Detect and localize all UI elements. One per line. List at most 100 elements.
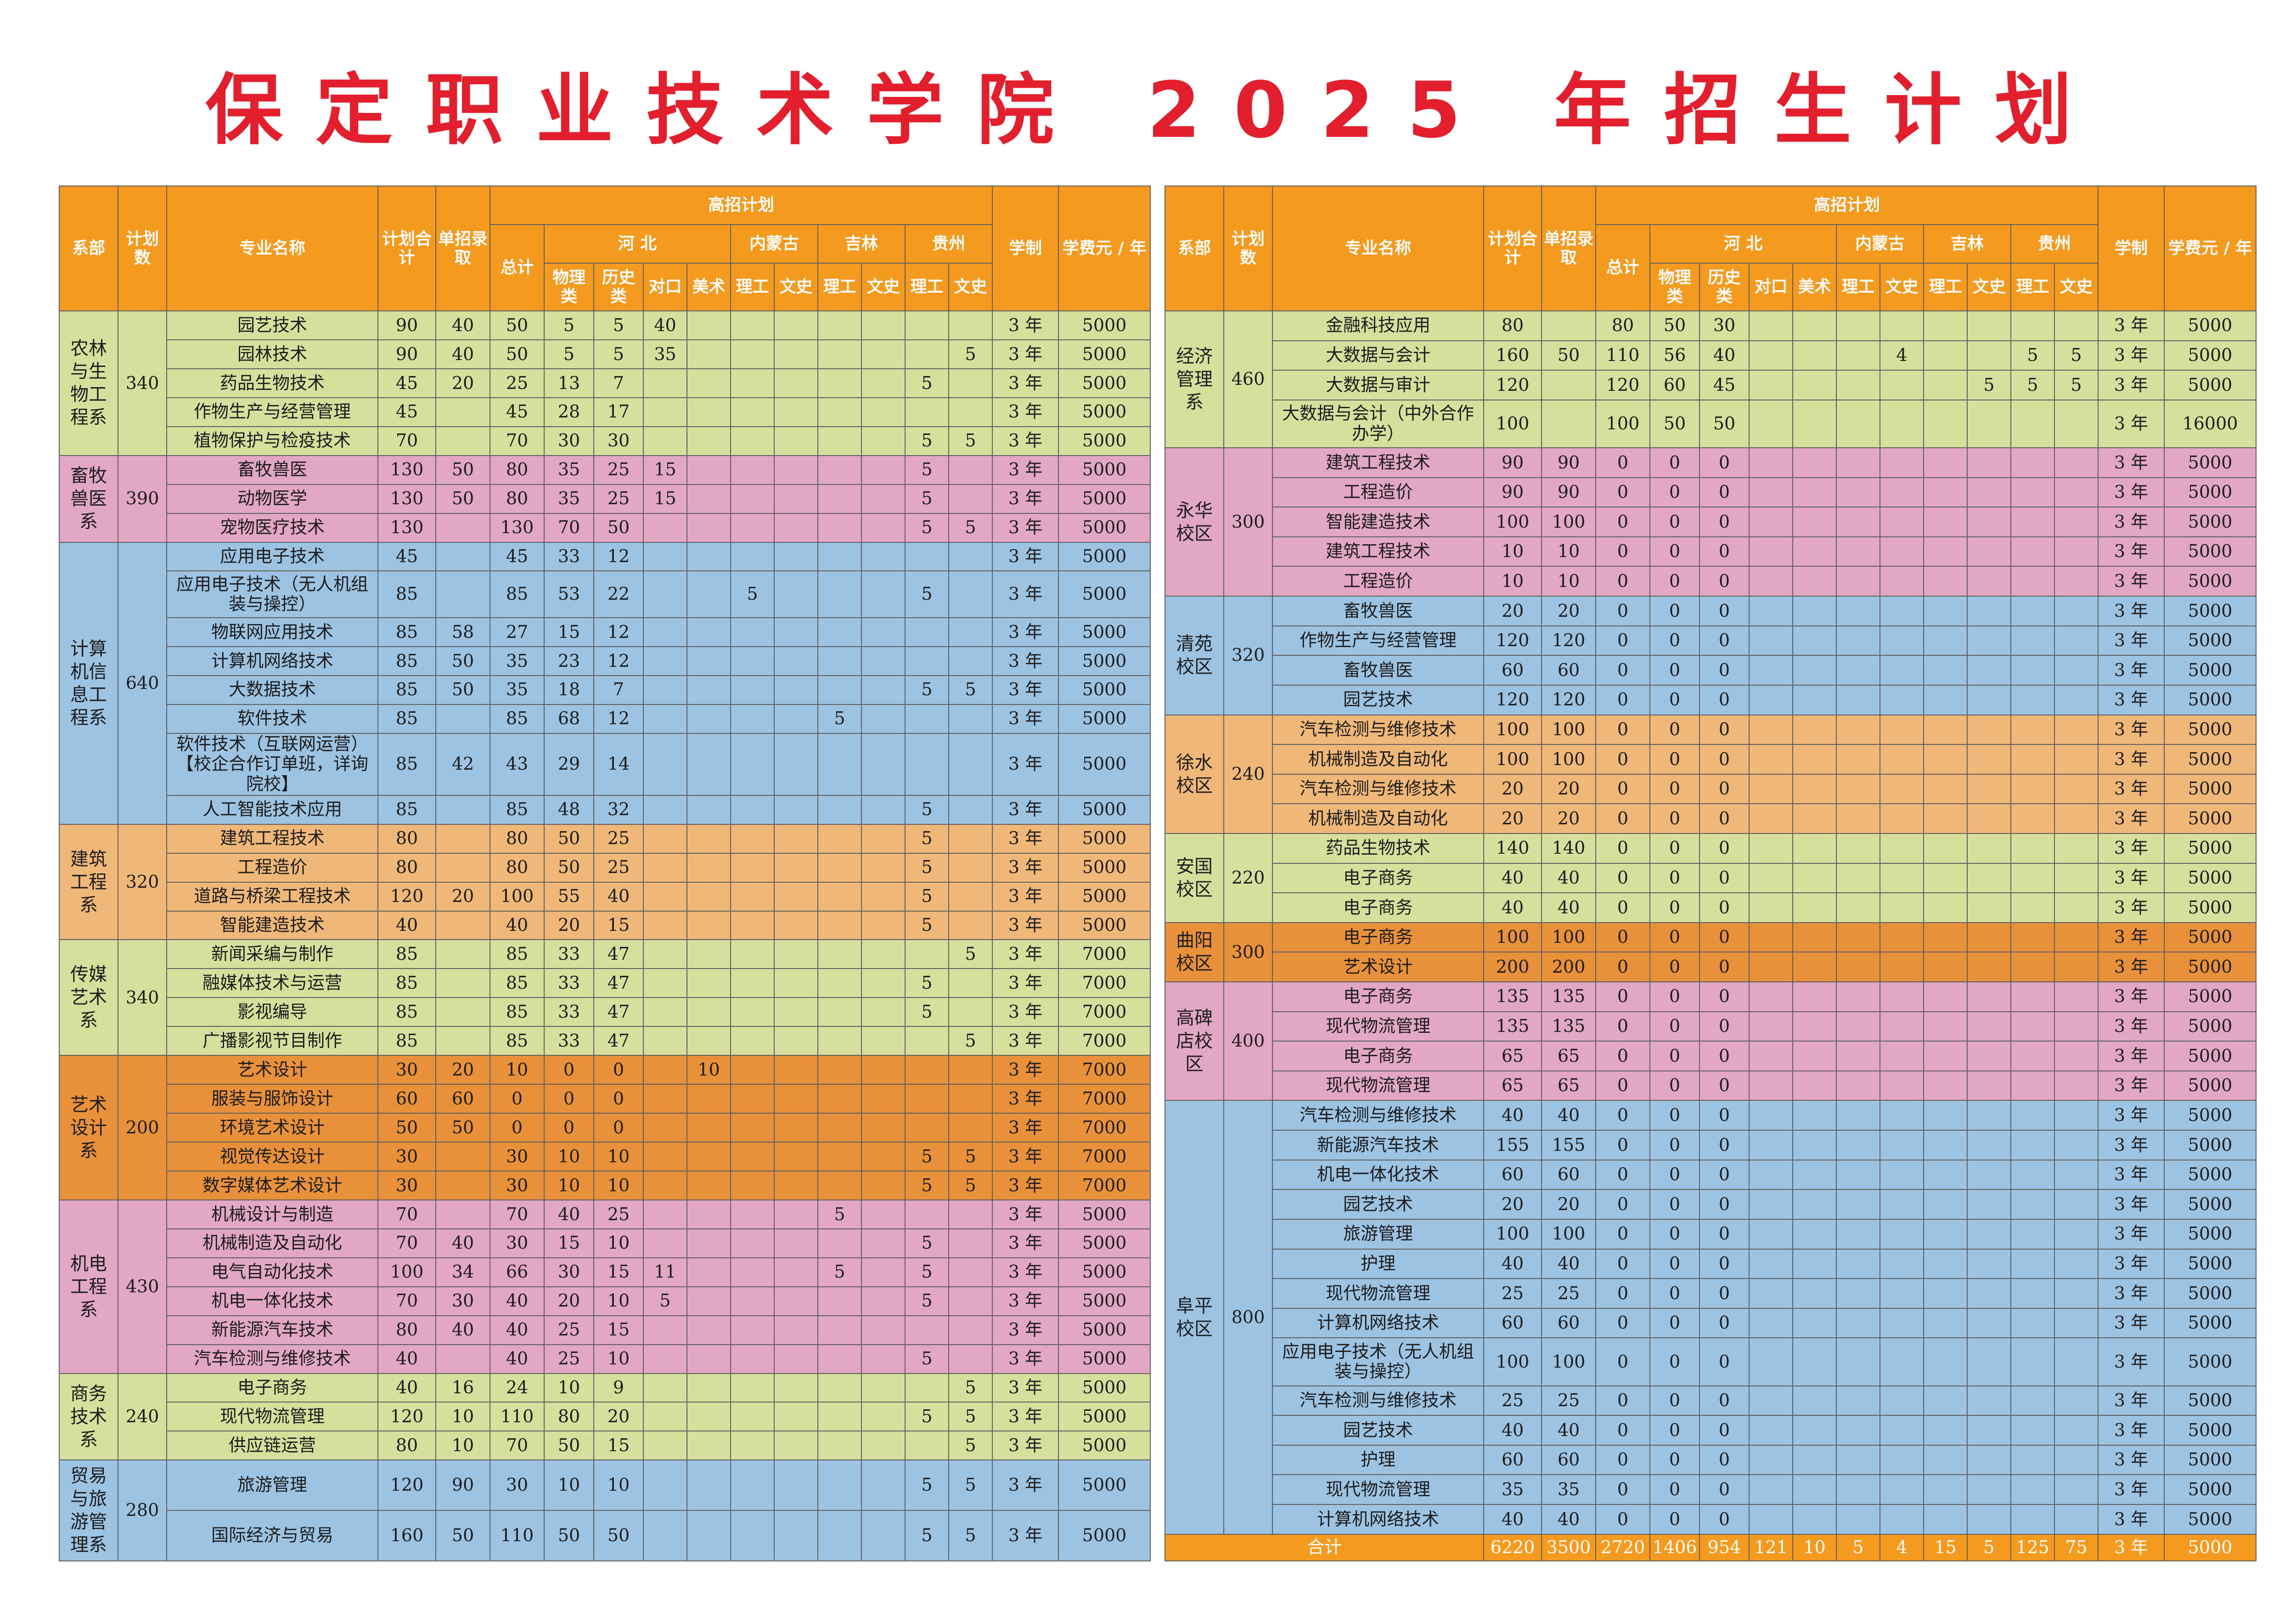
value-cell [1749, 1130, 1793, 1160]
value-cell: 10 [593, 1170, 644, 1200]
value-cell [1880, 1415, 1924, 1446]
dept-cell: 农林与生物工程系 [59, 310, 118, 456]
value-cell [687, 939, 731, 969]
value-cell: 5000 [1058, 1344, 1151, 1374]
value-cell [1967, 1189, 2011, 1220]
value-cell: 0 [1595, 1189, 1650, 1220]
value-cell [2054, 833, 2099, 864]
value-cell [1923, 1444, 1968, 1476]
value-cell: 0 [544, 1084, 594, 1114]
table-row: 园艺技术 40 40 0 0 0 3 年 5000 [1165, 1415, 2257, 1446]
value-cell: 3 年 [2098, 892, 2165, 923]
value-cell: 0 [1595, 1307, 1650, 1339]
value-cell [861, 1026, 906, 1056]
value-cell: 5 [544, 310, 594, 340]
value-cell [861, 455, 906, 485]
value-cell: 25 [1541, 1278, 1596, 1309]
value-cell [643, 794, 687, 825]
major-name-cell: 建筑工程技术 [1272, 536, 1484, 567]
value-cell: 90 [377, 310, 436, 340]
value-cell: 10 [593, 1459, 644, 1511]
value-cell: 45 [377, 397, 436, 427]
value-cell: 100 [1483, 507, 1542, 537]
major-name-cell: 机械制造及自动化 [1272, 803, 1484, 834]
table-row: 作物生产与经营管理 120 120 0 0 0 3 年 5000 [1165, 625, 2257, 656]
value-cell: 10 [544, 1170, 594, 1200]
value-cell: 0 [1699, 1504, 1750, 1535]
value-cell: 3 年 [2098, 447, 2165, 478]
value-cell: 0 [1595, 744, 1650, 775]
value-cell: 0 [1699, 1011, 1750, 1042]
value-cell [948, 1286, 993, 1316]
value-cell [1923, 1278, 1968, 1309]
value-cell: 30 [377, 1055, 436, 1085]
total-header: 总计 [1595, 224, 1650, 311]
value-cell: 50 [1699, 399, 1750, 449]
value-cell: 20 [1483, 803, 1542, 834]
value-cell [1923, 892, 1968, 923]
value-cell [1880, 833, 1924, 864]
value-cell: 70 [377, 1228, 436, 1258]
value-cell [643, 1170, 687, 1200]
value-cell [1967, 1130, 2011, 1160]
value-cell: 5000 [2164, 1474, 2257, 1505]
value-cell [1967, 655, 2011, 686]
value-cell: 0 [1699, 744, 1750, 775]
value-cell [730, 968, 775, 998]
value-cell: 5 [817, 1257, 862, 1287]
value-cell: 5 [905, 1510, 949, 1561]
value-cell [1923, 744, 1968, 775]
table-row: 动物医学 130 50 80 35 25 15 5 3 年 5000 [59, 484, 1151, 514]
value-cell [687, 968, 731, 998]
dept-cell: 畜牧兽医系 [59, 455, 118, 543]
plan-total-header: 计划合计 [377, 186, 436, 311]
value-cell: 0 [1595, 1130, 1650, 1160]
value-cell: 3 年 [992, 1055, 1059, 1085]
value-cell: 10 [593, 1142, 644, 1172]
value-cell: 50 [593, 513, 644, 543]
value-cell: 0 [1595, 536, 1650, 567]
value-cell: 0 [1595, 1248, 1650, 1279]
table-row: 融媒体技术与运营 85 85 33 47 5 3 年 7000 [59, 968, 1151, 998]
value-cell [1923, 340, 1968, 371]
value-cell: 0 [1649, 892, 1700, 923]
table-row: 数字媒体艺术设计 30 30 10 10 5 5 3 年 7000 [59, 1170, 1151, 1200]
value-cell [1749, 1011, 1793, 1042]
value-cell: 5000 [2164, 773, 2257, 805]
value-cell [1880, 1248, 1924, 1279]
value-cell: 0 [1649, 447, 1700, 478]
value-cell [1792, 1415, 1837, 1446]
major-name-cell: 建筑工程技术 [1272, 447, 1484, 478]
value-cell [774, 1084, 818, 1114]
value-cell [1836, 1159, 1880, 1190]
value-cell [817, 1084, 862, 1114]
value-cell [730, 704, 775, 734]
value-cell [817, 1402, 862, 1432]
value-cell: 40 [1541, 1504, 1596, 1535]
value-cell [730, 910, 775, 941]
table-row: 宠物医疗技术 130 130 70 50 5 5 3 年 5000 [59, 513, 1151, 543]
value-cell: 3 年 [2098, 684, 2165, 715]
value-cell [1967, 714, 2011, 745]
value-cell [817, 881, 862, 912]
value-cell [1923, 1218, 1968, 1250]
major-name-cell: 机电一体化技术 [166, 1286, 378, 1316]
value-cell: 30 [544, 1257, 594, 1287]
value-cell: 10 [593, 1286, 644, 1316]
value-cell [905, 732, 949, 796]
value-cell: 30 [1699, 310, 1750, 341]
value-cell: 5000 [2164, 370, 2257, 400]
value-cell: 5000 [2164, 922, 2257, 953]
value-cell: 130 [377, 484, 436, 514]
value-cell: 0 [1699, 684, 1750, 715]
value-cell: 10 [593, 1344, 644, 1374]
value-cell: 14 [593, 732, 644, 796]
major-name-cell: 艺术设计 [166, 1055, 378, 1085]
table-row: 高碑店校区 400 电子商务 135 135 0 0 0 3 年 5000 [1165, 981, 2257, 1101]
value-cell [1749, 684, 1793, 715]
value-cell [1792, 922, 1837, 953]
value-cell [1836, 566, 1880, 597]
value-cell [687, 1459, 731, 1511]
value-cell [1967, 684, 2011, 715]
value-cell [1749, 922, 1793, 953]
